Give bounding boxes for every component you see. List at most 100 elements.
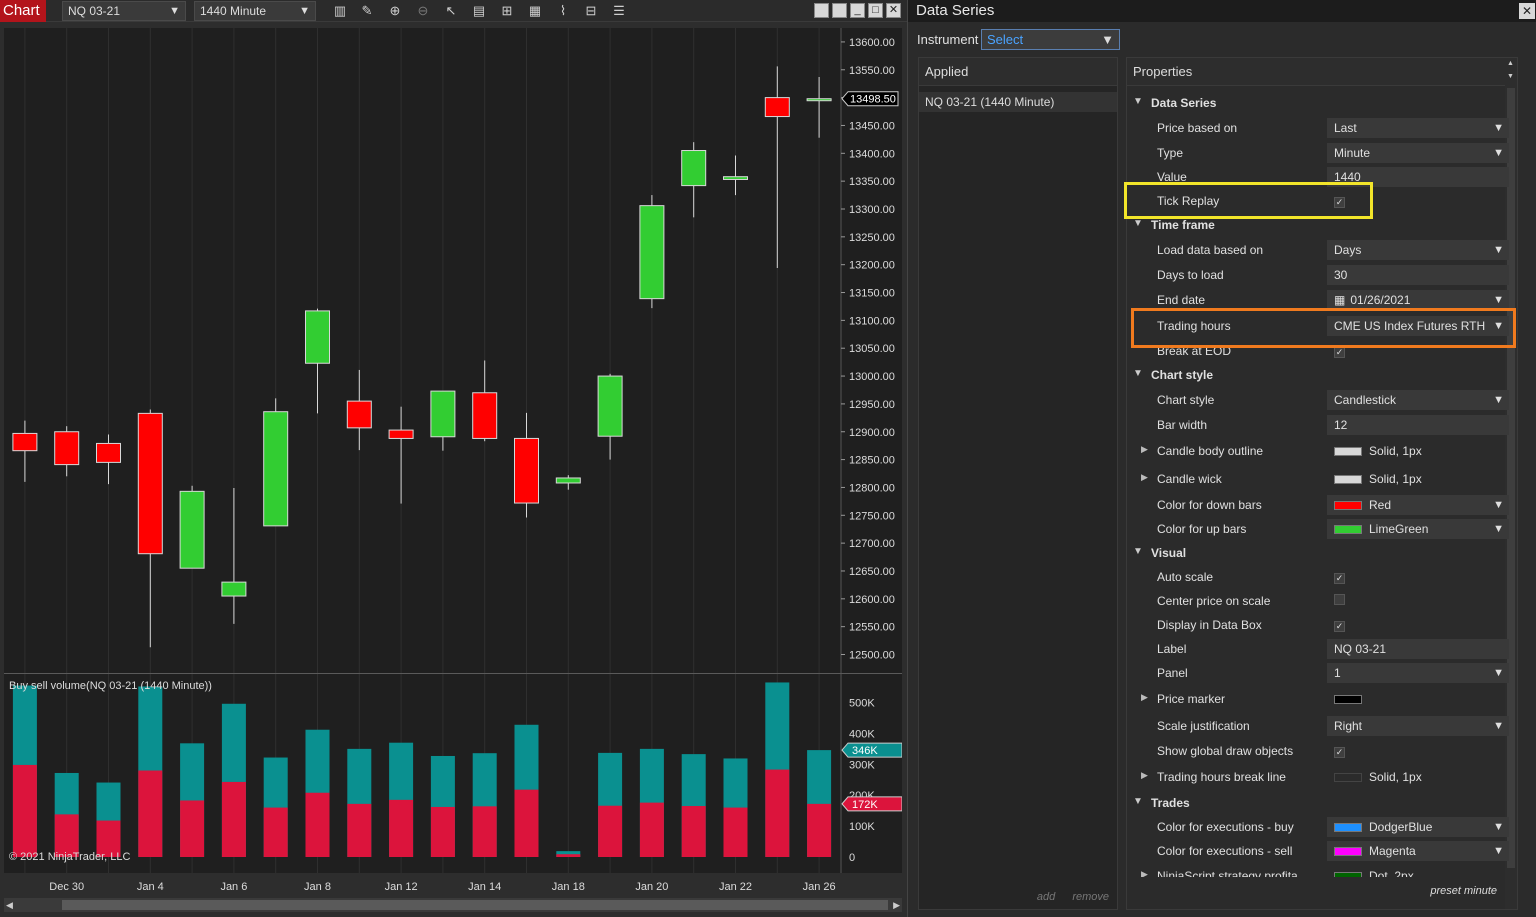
checkbox[interactable] bbox=[1334, 594, 1345, 605]
dialog-title: Data Series bbox=[916, 2, 995, 19]
candle-body bbox=[221, 581, 247, 597]
category-chart-style[interactable]: ▼ Chart style bbox=[1127, 364, 1507, 386]
chart-tab[interactable]: Chart bbox=[0, 0, 46, 22]
price-panel[interactable]: 13600.0013550.0013500.0013450.0013400.00… bbox=[4, 28, 902, 674]
volume-panel[interactable]: 500K 400K 300K 200K 100K 0 Buy sell volume(NQ … bbox=[4, 673, 903, 874]
property-label: Price based on bbox=[1157, 121, 1238, 135]
applied-item[interactable]: NQ 03-21 (1440 Minute) bbox=[919, 92, 1117, 112]
trading-hours-break-line-value[interactable]: Solid, 1px bbox=[1327, 767, 1509, 787]
add-button[interactable]: add bbox=[1036, 891, 1056, 903]
scroll-down-icon[interactable]: ▼ bbox=[1507, 73, 1514, 80]
days-to-load-input[interactable]: 30 bbox=[1327, 265, 1509, 285]
row-end-date: End date ▦ 01/26/2021 ▼ bbox=[1127, 289, 1509, 311]
scroll-up-icon[interactable]: ▲ bbox=[1507, 60, 1514, 67]
scale-justification-select[interactable]: Right ▼ bbox=[1327, 716, 1509, 736]
property-value: Candlestick bbox=[1334, 393, 1397, 407]
chevron-down-icon: ▼ bbox=[1493, 294, 1504, 306]
minimize-button[interactable]: _ bbox=[850, 3, 865, 18]
property-label: Label bbox=[1157, 642, 1187, 656]
data-box-icon[interactable]: ⊟ bbox=[585, 3, 597, 18]
volume-sell-bar bbox=[180, 800, 205, 857]
y-tick-label: 12800.00 bbox=[849, 482, 895, 494]
indicators-icon[interactable]: ⌇ bbox=[559, 3, 567, 18]
tick-replay-checkbox[interactable]: ✓ bbox=[1327, 191, 1509, 211]
expand-icon[interactable]: ▶ bbox=[1141, 472, 1148, 482]
zoom-out-icon[interactable]: ⊖ bbox=[417, 3, 429, 18]
checkbox[interactable]: ✓ bbox=[1334, 747, 1345, 758]
trading-hours-select[interactable]: CME US Index Futures RTH ▼ bbox=[1327, 316, 1509, 336]
candle-body bbox=[179, 490, 205, 569]
zoom-in-icon[interactable]: ⊕ bbox=[389, 3, 401, 18]
chart-style-select[interactable]: Candlestick ▼ bbox=[1327, 390, 1509, 410]
properties-scroll-thumb[interactable] bbox=[1507, 88, 1515, 868]
color-exec-buy-select[interactable]: DodgerBlue ▼ bbox=[1327, 817, 1509, 837]
color-exec-sell-select[interactable]: Magenta ▼ bbox=[1327, 841, 1509, 861]
candle-body-outline-value[interactable]: Solid, 1px bbox=[1327, 441, 1509, 461]
color-up-select[interactable]: LimeGreen ▼ bbox=[1327, 519, 1509, 539]
expand-icon[interactable]: ▶ bbox=[1141, 444, 1148, 454]
color-down-select[interactable]: Red ▼ bbox=[1327, 495, 1509, 515]
ninjascript-profit-value[interactable]: Dot, 2px bbox=[1327, 866, 1507, 877]
y-tick-label: 13450.00 bbox=[849, 120, 895, 132]
category-data-series[interactable]: ▼ Data Series bbox=[1127, 92, 1507, 114]
instrument-select[interactable]: Select ▼ bbox=[981, 29, 1120, 50]
checkbox[interactable]: ✓ bbox=[1334, 197, 1345, 208]
close-chart-button[interactable]: ✕ bbox=[886, 3, 901, 18]
list-icon[interactable]: ☰ bbox=[613, 3, 625, 18]
show-global-draw-checkbox[interactable]: ✓ bbox=[1327, 741, 1509, 761]
templates-icon[interactable]: ⊞ bbox=[501, 3, 513, 18]
row-display-in-data-box: Display in Data Box ✓ bbox=[1127, 614, 1507, 636]
label-input[interactable]: NQ 03-21 bbox=[1327, 639, 1509, 659]
strategies-icon[interactable]: ▦ bbox=[528, 3, 542, 18]
category-time-frame[interactable]: ▼ Time frame bbox=[1127, 214, 1507, 236]
category-visual[interactable]: ▼ Visual bbox=[1127, 542, 1507, 564]
load-data-based-on-select[interactable]: Days ▼ bbox=[1327, 240, 1509, 260]
maximize-button[interactable]: □ bbox=[868, 3, 883, 18]
candle-wick-value[interactable]: Solid, 1px bbox=[1327, 469, 1509, 489]
close-dialog-button[interactable]: ✕ bbox=[1519, 3, 1535, 19]
expand-icon[interactable]: ▶ bbox=[1141, 770, 1148, 780]
calendar-icon: ▦ bbox=[1334, 293, 1346, 307]
time-axis[interactable]: Dec 30 Jan 4 Jan 6 Jan 8 Jan 12 Jan 14 Jan 18 J… bbox=[4, 873, 902, 897]
property-value: 30 bbox=[1334, 268, 1348, 282]
panel-select[interactable]: 1 ▼ bbox=[1327, 663, 1509, 683]
checkbox[interactable]: ✓ bbox=[1334, 621, 1345, 632]
scroll-left-icon[interactable]: ◀ bbox=[6, 900, 13, 910]
row-trading-hours: Trading hours CME US Index Futures RTH ▼ bbox=[1127, 315, 1509, 337]
expand-icon[interactable]: ▶ bbox=[1141, 869, 1148, 877]
preset-link[interactable]: preset minute bbox=[1430, 885, 1497, 897]
interval-selector[interactable]: 1440 Minute ▼ bbox=[194, 1, 316, 21]
bar-type-icon[interactable]: ▥ bbox=[333, 3, 347, 18]
auto-scale-checkbox[interactable]: ✓ bbox=[1327, 567, 1509, 587]
row-color-exec-sell: Color for executions - sell Magenta ▼ bbox=[1127, 840, 1509, 862]
type-select[interactable]: Minute ▼ bbox=[1327, 143, 1509, 163]
property-label: Days to load bbox=[1157, 268, 1224, 282]
property-label: Auto scale bbox=[1157, 570, 1214, 584]
chart-scrollbar[interactable]: ◀ ▶ bbox=[4, 898, 902, 912]
price-marker-value[interactable] bbox=[1327, 689, 1509, 709]
display-in-data-box-checkbox[interactable]: ✓ bbox=[1327, 615, 1509, 635]
draw-tool-icon[interactable]: ✎ bbox=[361, 3, 373, 18]
volume-sell-bar bbox=[807, 803, 832, 857]
candle-body bbox=[263, 411, 289, 527]
expand-icon[interactable]: ▶ bbox=[1141, 692, 1148, 702]
y-tick-label: 13150.00 bbox=[849, 288, 895, 300]
center-price-checkbox[interactable] bbox=[1327, 591, 1509, 611]
remove-button[interactable]: remove bbox=[1072, 891, 1109, 903]
end-date-picker[interactable]: ▦ 01/26/2021 ▼ bbox=[1327, 290, 1509, 310]
scrollbar-thumb[interactable] bbox=[62, 900, 888, 910]
checkbox[interactable]: ✓ bbox=[1334, 573, 1345, 584]
applied-panel: Applied NQ 03-21 (1440 Minute) add remov… bbox=[918, 57, 1118, 910]
pointer-icon[interactable]: ↖ bbox=[445, 3, 457, 18]
row-color-exec-buy: Color for executions - buy DodgerBlue ▼ bbox=[1127, 816, 1509, 838]
instrument-selector[interactable]: NQ 03-21 ▼ bbox=[62, 1, 186, 21]
bar-width-input[interactable]: 12 bbox=[1327, 415, 1509, 435]
tile-window-button[interactable] bbox=[814, 3, 829, 18]
scroll-right-icon[interactable]: ▶ bbox=[893, 900, 900, 910]
checkbox[interactable]: ✓ bbox=[1334, 347, 1345, 358]
tile-window-button-2[interactable] bbox=[832, 3, 847, 18]
interval-selector-value: 1440 Minute bbox=[200, 4, 267, 18]
price-based-on-select[interactable]: Last ▼ bbox=[1327, 118, 1509, 138]
category-trades[interactable]: ▼ Trades bbox=[1127, 792, 1507, 814]
properties-icon[interactable]: ▤ bbox=[472, 3, 486, 18]
